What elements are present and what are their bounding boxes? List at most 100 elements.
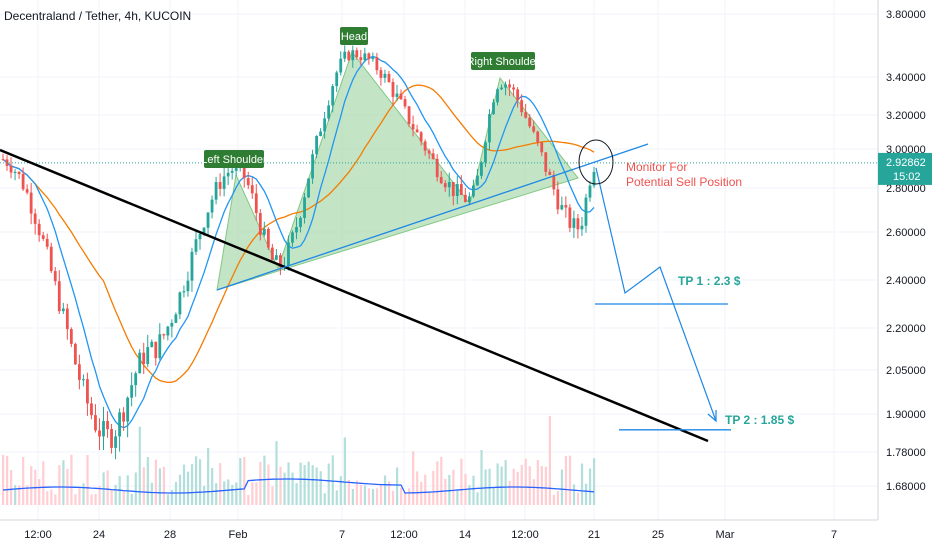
volume-bar — [235, 482, 238, 505]
candle-body — [218, 182, 222, 189]
volume-bar — [243, 457, 246, 505]
label-right-shoulder-bg — [471, 52, 535, 70]
candle-body — [504, 84, 507, 88]
candle-body — [230, 170, 234, 173]
candle-body — [174, 314, 178, 323]
candle-body — [118, 412, 121, 437]
volume-bar — [98, 485, 101, 505]
volume-bar — [520, 464, 523, 505]
candle-body — [395, 93, 399, 97]
volume-bar — [307, 461, 310, 505]
candle-body — [86, 379, 89, 404]
volume-bar — [315, 467, 318, 505]
volume-bar — [18, 485, 21, 505]
candle-body — [580, 225, 584, 230]
volume-bar — [500, 466, 503, 505]
volume-bar — [524, 458, 527, 505]
price-tick-label: 2.40000 — [886, 275, 926, 287]
current-price-badge — [878, 152, 932, 185]
volume-bar — [22, 457, 25, 505]
volume-bars — [2, 415, 596, 505]
candle-body — [53, 271, 57, 282]
candles — [1, 45, 596, 460]
time-tick-label: 28 — [164, 529, 176, 541]
volume-bar — [207, 447, 210, 505]
volume-bar — [279, 466, 282, 505]
candle-body — [178, 292, 182, 315]
volume-bar — [251, 482, 254, 505]
candle-body — [576, 218, 580, 230]
candle-body — [512, 87, 515, 90]
volume-bar — [271, 486, 274, 505]
volume-bar — [488, 468, 491, 505]
volume-bar — [536, 460, 539, 505]
candle-body — [110, 429, 113, 448]
candle-body — [431, 153, 435, 159]
volume-bar — [54, 494, 57, 505]
volume-bar — [46, 491, 49, 505]
candle-body — [295, 227, 298, 233]
candle-body — [407, 106, 411, 125]
trendline-black[interactable] — [0, 148, 709, 443]
volume-bar — [90, 494, 93, 505]
volume-bar — [572, 484, 576, 505]
candle-body — [98, 430, 101, 437]
volume-bar — [146, 457, 149, 505]
time-tick-label: 21 — [588, 529, 600, 541]
time-tick-label: 12:00 — [511, 529, 539, 541]
monitor-text-line1: Monitor For — [626, 160, 687, 174]
neckline[interactable] — [216, 143, 649, 291]
volume-bar — [412, 451, 415, 505]
volume-bar — [436, 461, 439, 505]
volume-bar — [126, 475, 129, 505]
label-left-shoulder-bg — [204, 150, 264, 168]
volume-bar — [311, 465, 314, 505]
volume-bar — [428, 491, 431, 505]
projection-path[interactable] — [595, 167, 717, 422]
pattern-overlay — [216, 50, 579, 291]
volume-bar — [355, 480, 358, 505]
candle-body — [13, 171, 17, 173]
candle-body — [37, 223, 41, 236]
candle-body — [287, 242, 290, 266]
candle-body — [439, 177, 443, 184]
volume-bar — [532, 479, 535, 505]
volume-bar — [331, 455, 334, 505]
candle-body — [307, 178, 310, 198]
volume-bar — [162, 466, 166, 505]
volume-bar — [291, 472, 294, 505]
tp1-label: TP 1 : 2.3 $ — [678, 274, 741, 288]
candle-body — [270, 247, 274, 260]
volume-bar — [166, 494, 170, 505]
volume-bar — [544, 466, 547, 505]
monitor-circle[interactable] — [578, 139, 614, 185]
volume-ma-line — [2, 478, 595, 494]
candle-body — [443, 183, 447, 188]
projection-arrowhead — [707, 410, 717, 423]
volume-bar — [38, 479, 41, 505]
candle-body — [242, 162, 246, 179]
time-tick-label: 14 — [459, 529, 471, 541]
volume-bar — [275, 441, 278, 505]
candle-body — [254, 193, 258, 214]
price-tick-label: 2.05000 — [886, 365, 926, 377]
candle-body — [82, 379, 85, 381]
volume-bar — [387, 481, 391, 505]
candle-body — [190, 251, 194, 281]
candle-body — [246, 178, 250, 186]
candle-body — [544, 152, 548, 172]
chart-title: Decentraland / Tether, 4h, KUCOIN — [4, 9, 192, 23]
volume-bar — [508, 480, 511, 505]
candle-body — [33, 213, 37, 224]
price-tick-label: 3.20000 — [886, 110, 926, 122]
candle-body — [150, 341, 154, 348]
candle-body — [572, 218, 576, 228]
candle-body — [21, 174, 25, 190]
candle-body — [592, 171, 596, 186]
candle-body — [375, 57, 379, 71]
candle-body — [347, 51, 351, 61]
price-tick-label: 1.68000 — [886, 481, 926, 493]
volume-bar — [516, 471, 519, 505]
